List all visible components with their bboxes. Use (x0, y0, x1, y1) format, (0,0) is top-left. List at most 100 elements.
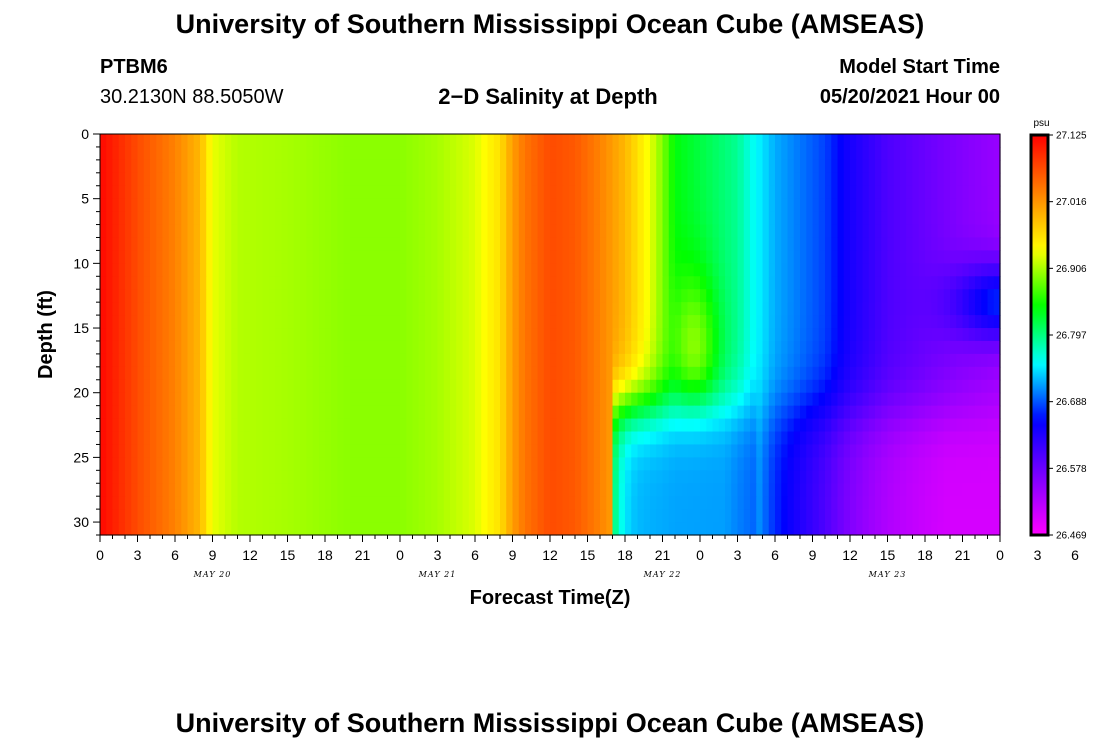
heatmap-cell (562, 134, 570, 148)
heatmap-cell (781, 366, 789, 381)
heatmap-cell (275, 198, 282, 213)
heatmap-cell (206, 302, 214, 316)
heatmap-cell (300, 483, 307, 497)
heatmap-cell (381, 315, 389, 329)
heatmap-cell (318, 198, 326, 213)
heatmap-cell (631, 444, 639, 458)
heatmap-cell (481, 211, 489, 226)
heatmap-cell (956, 276, 964, 290)
heatmap-cell (943, 366, 951, 381)
heatmap-cell (168, 289, 176, 303)
heatmap-cell (756, 483, 764, 497)
heatmap-cell (612, 444, 620, 458)
heatmap-cell (368, 328, 376, 342)
heatmap-cell (318, 237, 326, 252)
heatmap-cell (781, 496, 789, 510)
heatmap-cell (487, 522, 495, 536)
heatmap-cell (575, 379, 582, 394)
heatmap-cell (368, 522, 376, 536)
heatmap-cell (500, 457, 507, 471)
heatmap-cell (831, 405, 839, 420)
heatmap-cell (550, 470, 557, 484)
heatmap-cell (887, 431, 895, 446)
heatmap-cell (393, 353, 401, 368)
heatmap-cell (843, 379, 851, 394)
heatmap-cell (656, 522, 664, 536)
heatmap-cell (593, 405, 601, 420)
heatmap-cell (706, 509, 714, 523)
heatmap-cell (262, 198, 270, 213)
heatmap-cell (343, 159, 351, 174)
heatmap-cell (831, 159, 839, 174)
heatmap-cell (156, 470, 164, 484)
heatmap-cell (800, 444, 807, 458)
heatmap-cell (262, 289, 270, 303)
heatmap-cell (362, 353, 370, 368)
heatmap-cell (268, 276, 276, 290)
heatmap-cell (912, 496, 920, 510)
heatmap-cell (618, 392, 626, 407)
heatmap-cell (756, 353, 764, 368)
heatmap-cell (431, 315, 439, 329)
heatmap-cell (281, 405, 289, 420)
heatmap-cell (737, 366, 745, 381)
heatmap-cell (750, 379, 757, 394)
heatmap-cell (862, 509, 870, 523)
heatmap-cell (606, 315, 614, 329)
heatmap-cell (618, 146, 626, 161)
heatmap-cell (893, 431, 901, 446)
heatmap-cell (981, 263, 989, 277)
heatmap-cell (450, 328, 457, 342)
heatmap-cell (906, 159, 914, 174)
heatmap-cell (968, 224, 976, 239)
heatmap-cell (643, 444, 651, 458)
heatmap-cell (725, 483, 732, 497)
heatmap-cell (743, 496, 751, 510)
heatmap-cell (556, 431, 564, 446)
heatmap-cell (906, 302, 914, 316)
heatmap-cell (325, 159, 332, 174)
heatmap-cell (693, 185, 701, 200)
heatmap-cell (937, 237, 945, 252)
heatmap-cell (612, 431, 620, 446)
heatmap-cell (137, 134, 145, 148)
heatmap-cell (237, 470, 245, 484)
heatmap-cell (593, 172, 601, 187)
x-tick-label: 3 (734, 547, 742, 563)
heatmap-cell (900, 211, 907, 226)
heatmap-cell (137, 522, 145, 536)
heatmap-cell (443, 444, 451, 458)
heatmap-cell (112, 470, 120, 484)
heatmap-cell (631, 431, 639, 446)
heatmap-cell (668, 302, 676, 316)
heatmap-cell (162, 146, 170, 161)
heatmap-cell (256, 198, 264, 213)
heatmap-cell (393, 289, 401, 303)
heatmap-cell (412, 418, 420, 433)
heatmap-cell (543, 431, 551, 446)
heatmap-cell (812, 237, 820, 252)
heatmap-cell (362, 224, 370, 239)
heatmap-cell (787, 172, 795, 187)
heatmap-cell (525, 263, 532, 277)
heatmap-cell (406, 198, 414, 213)
heatmap-cell (437, 185, 445, 200)
heatmap-cell (381, 392, 389, 407)
heatmap-cell (175, 431, 182, 446)
heatmap-cell (493, 224, 501, 239)
heatmap-cell (562, 457, 570, 471)
heatmap-cell (262, 263, 270, 277)
heatmap-cell (975, 134, 982, 148)
heatmap-cell (206, 522, 214, 536)
heatmap-cell (462, 198, 470, 213)
heatmap-cell (706, 146, 714, 161)
heatmap-cell (693, 405, 701, 420)
heatmap-cell (343, 522, 351, 536)
heatmap-cell (618, 496, 626, 510)
heatmap-cell (412, 509, 420, 523)
heatmap-cell (612, 276, 620, 290)
heatmap-cell (612, 263, 620, 277)
heatmap-cell (512, 211, 520, 226)
heatmap-cell (675, 315, 682, 329)
heatmap-cell (100, 340, 107, 355)
